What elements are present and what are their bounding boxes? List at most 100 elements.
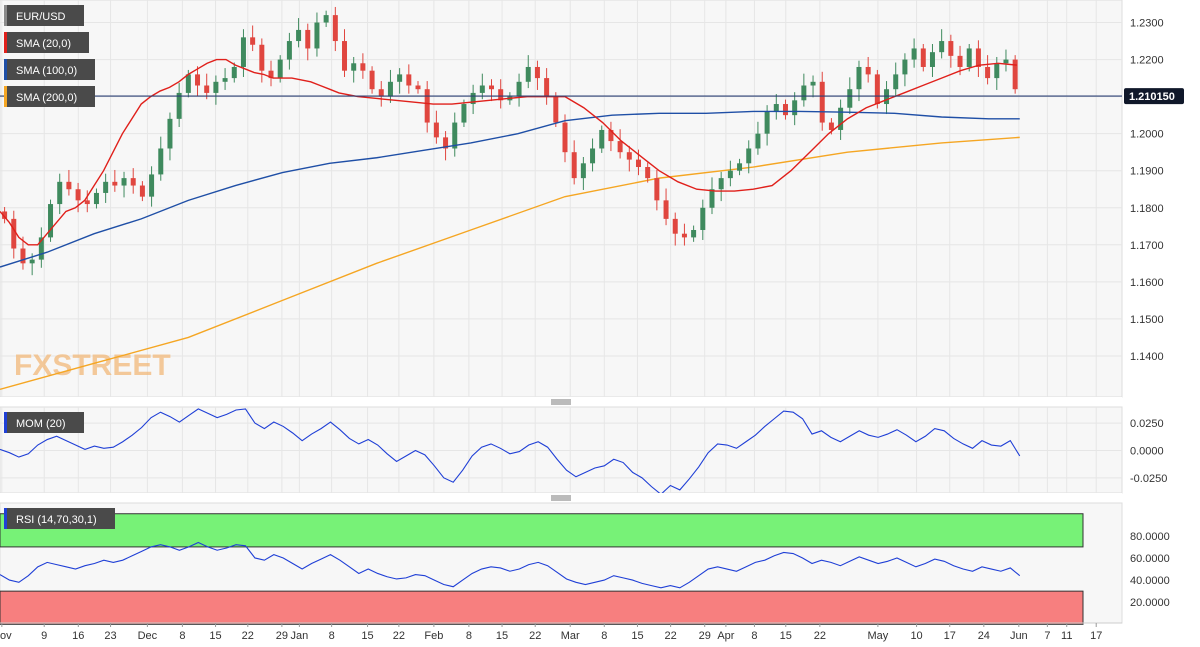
candle-body xyxy=(250,37,256,45)
candle-body xyxy=(48,204,54,238)
legend-mom: MOM (20) xyxy=(4,412,84,433)
sma-path xyxy=(0,136,1020,390)
candle-body xyxy=(38,237,44,260)
candle-body xyxy=(461,104,467,123)
candle-body xyxy=(1003,59,1009,64)
date-tick-label: 10 xyxy=(910,630,922,642)
candle-body xyxy=(544,78,550,97)
candle-body xyxy=(130,178,136,186)
rsi-oversold-zone xyxy=(0,590,1084,625)
candle-body xyxy=(525,66,531,82)
candle-body xyxy=(93,192,99,205)
sma-20-line xyxy=(0,58,1017,246)
date-tick-label: 29 xyxy=(276,630,288,642)
candle-body xyxy=(700,207,706,230)
date-tick-label: 7 xyxy=(1044,630,1050,642)
candle-body xyxy=(957,55,963,67)
date-axis: Nov91623Dec8152229Jan81522Feb81522Mar815… xyxy=(0,622,1122,642)
candle-body xyxy=(268,70,274,79)
candle-body xyxy=(828,122,834,130)
sma-200-label: SMA (200,0) xyxy=(16,92,77,104)
sma-path xyxy=(0,58,1017,246)
date-tick-label: 22 xyxy=(664,630,676,642)
sma-100-label: SMA (100,0) xyxy=(16,65,77,77)
date-tick-label: 8 xyxy=(329,630,335,642)
rsi-tick-label: 60.0000 xyxy=(1130,553,1170,565)
rsi-panel[interactable]: 80.0000 60.0000 40.0000 20.0000 RSI (14,70,… xyxy=(0,502,1170,625)
date-tick-label: 8 xyxy=(179,630,185,642)
legend-sma-20: SMA (20,0) xyxy=(4,32,89,53)
candle-body xyxy=(369,70,375,90)
candle-body xyxy=(562,122,568,153)
legend-sma-200: SMA (200,0) xyxy=(4,86,95,107)
date-tick-label: 24 xyxy=(978,630,990,642)
price-tick-label: 1.1700 xyxy=(1130,240,1164,252)
date-tick-label: 29 xyxy=(699,630,711,642)
candle-body xyxy=(737,163,743,171)
date-tick-label: Mar xyxy=(561,630,580,642)
candle-body xyxy=(296,29,302,42)
candle-body xyxy=(149,174,155,197)
candle-body xyxy=(635,159,641,168)
candle-body xyxy=(75,189,81,201)
date-tick-label: 17 xyxy=(944,630,956,642)
candle-body xyxy=(654,178,660,201)
candle-body xyxy=(617,141,623,153)
candle-body xyxy=(158,148,164,175)
rsi-tick-label: 80.0000 xyxy=(1130,531,1170,543)
candle-body xyxy=(277,59,283,79)
rsi-path xyxy=(0,541,1021,589)
price-axis: 1.1400 1.1500 1.1600 1.1700 1.1800 1.1900 1.20… xyxy=(1130,18,1164,363)
candle-body xyxy=(929,52,935,67)
price-tick-label: 1.2200 xyxy=(1130,55,1164,67)
candle-body xyxy=(911,48,917,60)
panel-resize-handle-2[interactable] xyxy=(0,493,1122,503)
candle-body xyxy=(985,66,991,79)
candle-body xyxy=(387,81,393,97)
price-tick-label: 1.1500 xyxy=(1130,314,1164,326)
date-tick-label: 22 xyxy=(393,630,405,642)
symbol-label: EUR/USD xyxy=(16,11,66,23)
candle-body xyxy=(139,185,145,197)
date-tick-label: Apr xyxy=(717,630,734,642)
candle-body xyxy=(810,81,816,86)
candle-body xyxy=(452,122,458,149)
momentum-tick-label: 0.0000 xyxy=(1130,446,1164,458)
candle-body xyxy=(259,44,265,71)
candle-body xyxy=(792,100,798,116)
candle-body xyxy=(314,22,320,49)
candle-body xyxy=(360,63,366,71)
candle-body xyxy=(782,104,788,116)
momentum-line xyxy=(0,408,1021,496)
candle-body xyxy=(443,137,449,149)
candle-body xyxy=(626,152,632,160)
sma-20-label: SMA (20,0) xyxy=(16,38,71,50)
date-tick-label: 23 xyxy=(104,630,116,642)
candle-body xyxy=(920,48,926,67)
date-tick-label: Jan xyxy=(291,630,309,642)
candle-body xyxy=(746,148,752,164)
panel-resize-handle-1[interactable] xyxy=(0,397,1122,407)
candle-body xyxy=(415,85,421,90)
candle-body xyxy=(185,74,191,93)
candle-body xyxy=(645,167,651,179)
candle-body xyxy=(948,41,954,56)
candle-body xyxy=(516,81,522,97)
date-tick-label: 16 xyxy=(72,630,84,642)
candle-body xyxy=(323,15,329,23)
candle-body xyxy=(351,63,357,71)
date-tick-label: Jun xyxy=(1010,630,1028,642)
candle-body xyxy=(342,41,348,71)
rsi-axis: 80.0000 60.0000 40.0000 20.0000 xyxy=(1130,531,1170,609)
candle-body xyxy=(20,248,26,264)
candle-body xyxy=(994,63,1000,79)
rsi-tick-label: 20.0000 xyxy=(1130,597,1170,609)
momentum-panel[interactable]: 0.0250 0.0000 -0.0250 MOM (20) xyxy=(0,406,1167,496)
price-tick-label: 1.1400 xyxy=(1130,351,1164,363)
candle-body xyxy=(865,66,871,75)
price-panel[interactable]: FXSTREET 1.14001.15001.16001.17001.18001… xyxy=(0,0,1184,398)
legend-rsi: RSI (14,70,30,1) xyxy=(4,508,115,529)
candle-body xyxy=(433,122,439,138)
candle-body xyxy=(553,96,559,123)
